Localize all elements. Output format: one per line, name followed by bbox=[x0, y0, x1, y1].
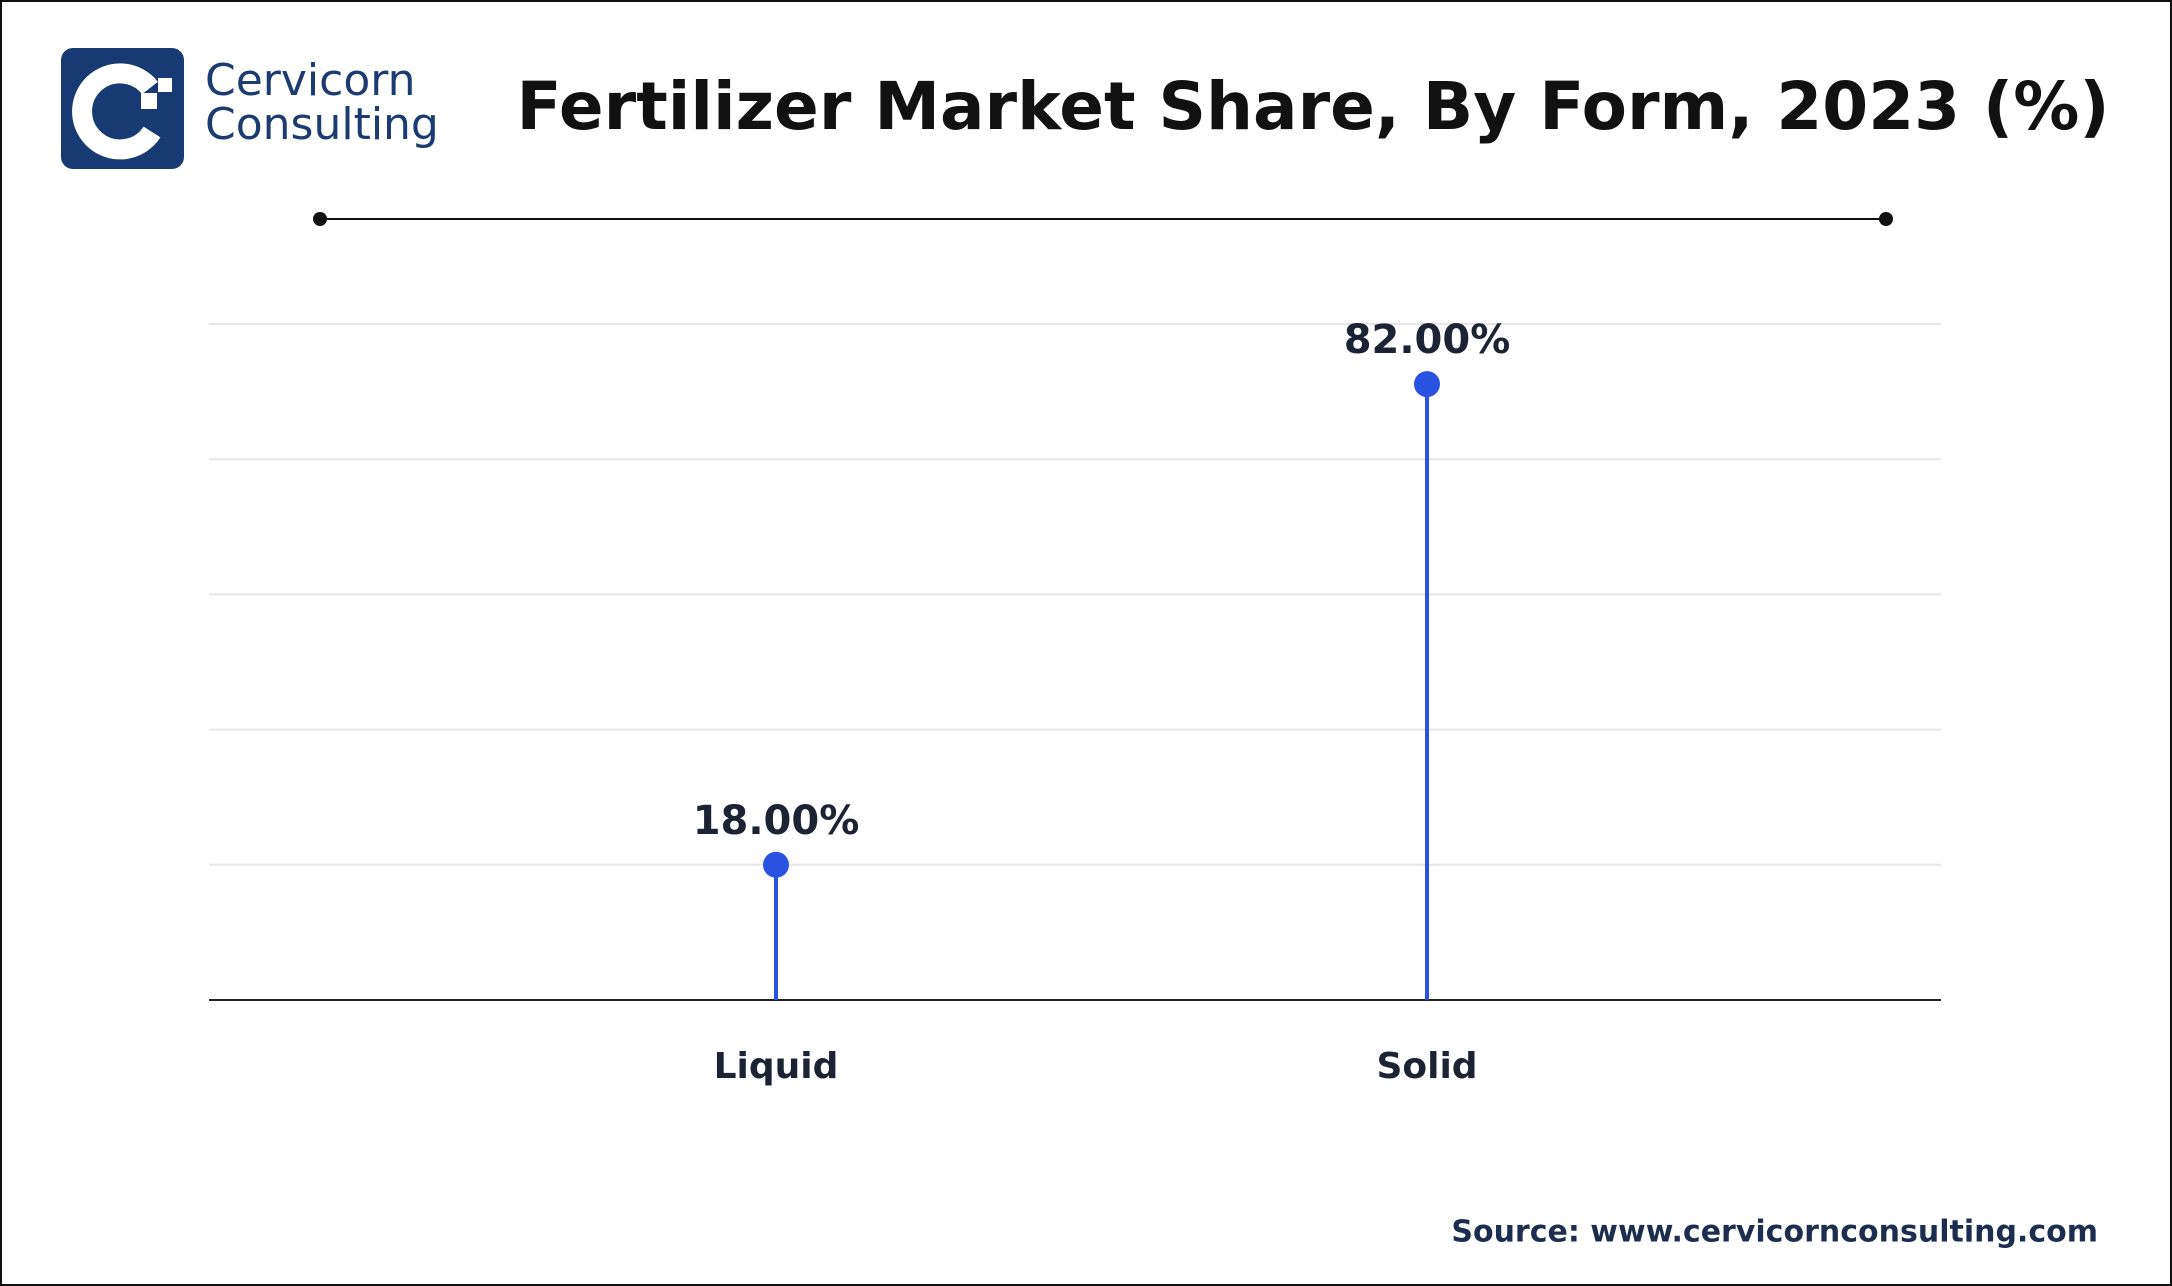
value-label: 82.00% bbox=[1344, 317, 1511, 363]
x-tick-label: Solid bbox=[1376, 1046, 1477, 1087]
source: Source: www.cervicornconsulting.com bbox=[1451, 1215, 2098, 1250]
logo-icon bbox=[61, 48, 184, 169]
brand-line: Cervicorn bbox=[205, 55, 415, 106]
divider bbox=[313, 212, 1893, 226]
brand-line: Consulting bbox=[205, 99, 439, 150]
value-label: 18.00% bbox=[693, 798, 860, 844]
x-tick-label: Liquid bbox=[714, 1046, 839, 1087]
dot bbox=[1414, 371, 1440, 398]
chart-title: Fertilizer Market Share, By Form, 2023 (… bbox=[517, 68, 2110, 145]
dot bbox=[763, 851, 789, 878]
